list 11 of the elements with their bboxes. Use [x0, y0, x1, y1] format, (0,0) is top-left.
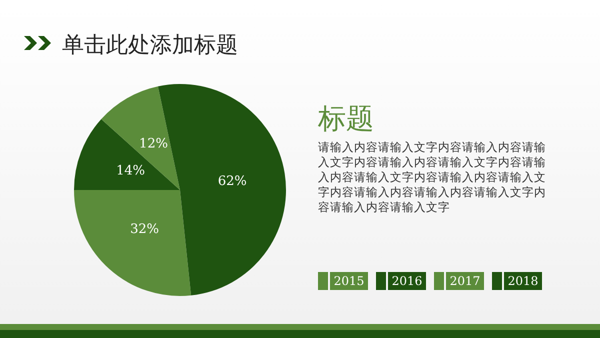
legend-label: 2016 — [388, 272, 426, 290]
data-label: 32% — [130, 222, 159, 237]
data-label: 62% — [218, 174, 247, 190]
legend-label: 2018 — [504, 272, 542, 290]
legend-label: 2017 — [446, 272, 484, 290]
text: 请输入内容请输入文字内容请输入内容请输入文字内容请输入内容请输入文字内容请输入内容请输入文字内容请输入内容请输入文字内容请输入内容请输入内容请输入文字内容请输入内容请输入文字 — [318, 140, 547, 215]
legend-label: 2015 — [330, 272, 368, 290]
data-label: 14% — [116, 163, 145, 178]
chart-title: 单击此处添加标题 — [62, 32, 238, 60]
data-label: 12% — [139, 136, 168, 152]
text: 标题 — [318, 101, 374, 137]
